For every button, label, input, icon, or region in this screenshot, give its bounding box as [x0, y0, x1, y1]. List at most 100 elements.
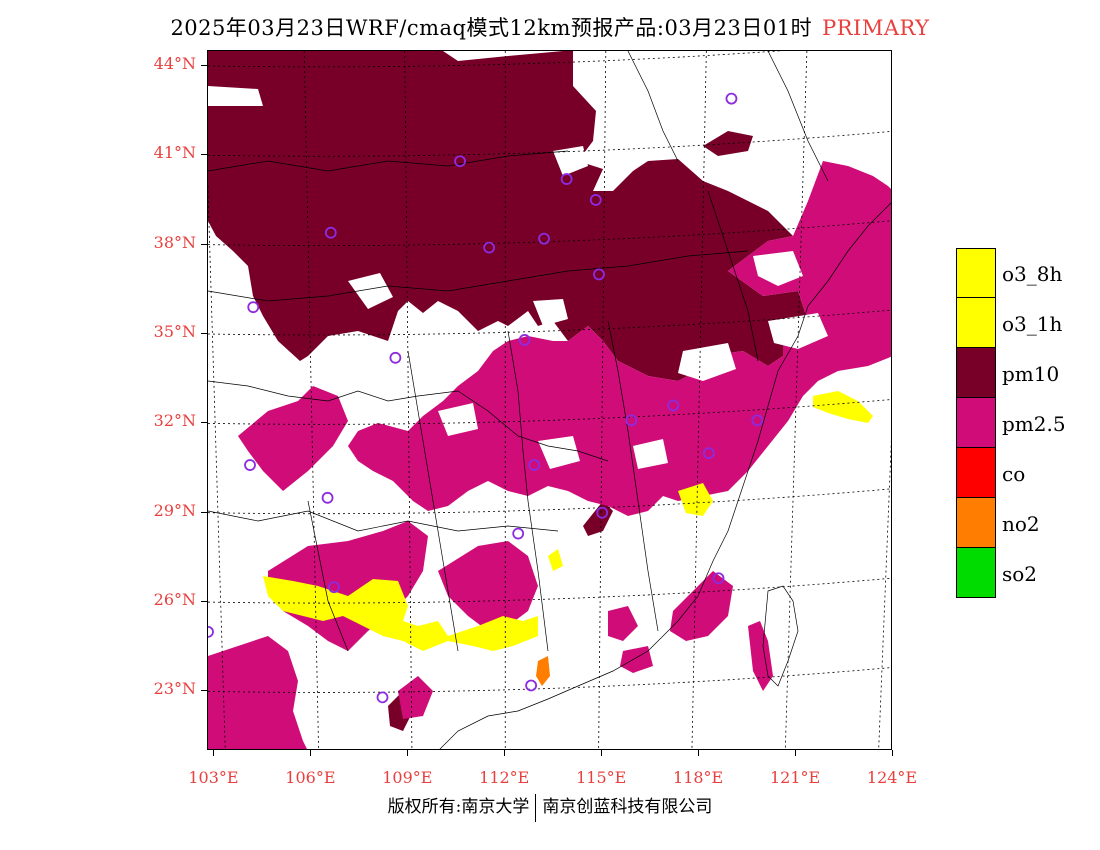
station-marker[interactable]	[247, 301, 260, 314]
legend-item: o3_1h	[956, 298, 1076, 348]
pm10-region	[208, 51, 808, 381]
boundary-line	[208, 250, 749, 302]
boundary-line	[607, 320, 659, 632]
legend-swatch	[956, 348, 996, 398]
pm25-region	[620, 646, 653, 673]
longitude-tick	[601, 750, 603, 756]
station-marker[interactable]	[321, 491, 334, 504]
longitude-label: 115°E	[576, 768, 627, 787]
longitude-tick	[698, 750, 700, 756]
legend-label: co	[1002, 462, 1026, 486]
boundary-line	[407, 350, 459, 652]
station-marker[interactable]	[376, 691, 389, 704]
legend-swatch	[956, 248, 996, 298]
pm25-region	[238, 386, 348, 491]
pm25-region	[438, 541, 538, 631]
pm25-region	[608, 606, 638, 641]
station-marker[interactable]	[454, 155, 466, 168]
longitude-gridline	[404, 51, 413, 749]
station-marker[interactable]	[244, 459, 256, 471]
latitude-label: 29°N	[153, 500, 196, 520]
longitude-label: 124°E	[866, 768, 918, 787]
station-marker[interactable]	[208, 625, 214, 638]
station-marker[interactable]	[625, 414, 638, 427]
longitude-label: 112°E	[479, 768, 530, 787]
legend-swatch	[956, 548, 996, 598]
station-marker[interactable]	[525, 679, 538, 692]
station-marker[interactable]	[589, 194, 602, 206]
footer-right: 南京创蓝科技有限公司	[542, 797, 713, 817]
map-title: 2025年03月23日WRF/cmaq模式12km预报产品:03月23日01时 P…	[0, 12, 1100, 42]
longitude-tick	[892, 750, 893, 756]
longitude-gridline	[878, 439, 891, 749]
pollutant-map[interactable]	[207, 50, 892, 750]
station-marker[interactable]	[512, 527, 525, 540]
station-marker[interactable]	[596, 506, 609, 519]
legend-label: pm10	[1002, 362, 1060, 386]
map-canvas	[208, 51, 891, 749]
legend-label: no2	[1002, 512, 1040, 536]
o3-region	[548, 549, 563, 571]
station-marker[interactable]	[328, 581, 340, 594]
latitude-label: 32°N	[153, 411, 196, 431]
legend-swatch	[956, 298, 996, 348]
legend-item: so2	[956, 548, 1076, 598]
boundary-line	[707, 190, 759, 362]
longitude-label: 109°E	[382, 768, 433, 787]
title-main: 2025年03月23日WRF/cmaq模式12km预报产品:03月23日01时	[170, 16, 813, 40]
station-marker[interactable]	[560, 173, 573, 185]
latitude-label: 23°N	[153, 679, 196, 699]
boundary-line	[507, 330, 549, 652]
latitude-label: 26°N	[153, 590, 196, 610]
boundary-line	[457, 390, 609, 462]
latitude-label: 38°N	[153, 232, 196, 252]
longitude-tick	[310, 750, 312, 756]
legend-swatch	[956, 498, 996, 548]
latitude-tick	[201, 601, 207, 603]
footer-copyright: 版权所有:南京大学 南京创蓝科技有限公司	[0, 792, 1100, 822]
longitude-label: 118°E	[673, 768, 724, 787]
latitude-label: 41°N	[153, 143, 196, 163]
longitude-tick	[213, 750, 215, 756]
legend-label: pm2.5	[1002, 412, 1066, 436]
station-marker[interactable]	[483, 241, 496, 254]
longitude-gridline	[691, 51, 707, 749]
latitude-tick	[201, 422, 207, 424]
station-marker[interactable]	[518, 334, 531, 346]
longitude-tick	[795, 750, 797, 756]
station-marker[interactable]	[593, 268, 605, 281]
o3-region	[263, 576, 538, 651]
boundary-line	[208, 510, 559, 532]
legend-item: co	[956, 448, 1076, 498]
station-marker[interactable]	[667, 399, 680, 412]
legend-swatch	[956, 398, 996, 448]
latitude-tick	[201, 511, 207, 513]
station-marker[interactable]	[702, 447, 715, 460]
pm25-region	[268, 521, 428, 651]
latitude-tick	[201, 690, 207, 692]
legend-item: o3_8h	[956, 248, 1076, 298]
pm25-region	[208, 636, 307, 749]
longitude-gridline	[598, 51, 607, 749]
legend: o3_8h o3_1h pm10 pm2.5 co no2 so2	[956, 248, 1076, 598]
boundary-line	[208, 380, 459, 402]
boundary-line	[208, 150, 569, 172]
latitude-gridline	[208, 667, 891, 693]
boundary-line	[439, 202, 891, 749]
longitude-label: 106°E	[285, 768, 336, 787]
station-marker[interactable]	[712, 572, 725, 585]
station-marker[interactable]	[725, 92, 738, 105]
station-marker[interactable]	[528, 459, 541, 471]
longitude-gridline	[208, 178, 226, 749]
station-marker[interactable]	[751, 414, 764, 427]
pm25-region	[670, 571, 733, 641]
footer-left: 版权所有:南京大学	[387, 797, 530, 817]
o3-region	[678, 483, 713, 516]
station-marker[interactable]	[538, 232, 550, 245]
station-marker[interactable]	[324, 226, 337, 239]
legend-item: pm2.5	[956, 398, 1076, 448]
latitude-tick	[201, 243, 207, 245]
longitude-label: 103°E	[188, 768, 239, 787]
legend-label: o3_8h	[1002, 262, 1063, 286]
station-marker[interactable]	[389, 351, 402, 364]
